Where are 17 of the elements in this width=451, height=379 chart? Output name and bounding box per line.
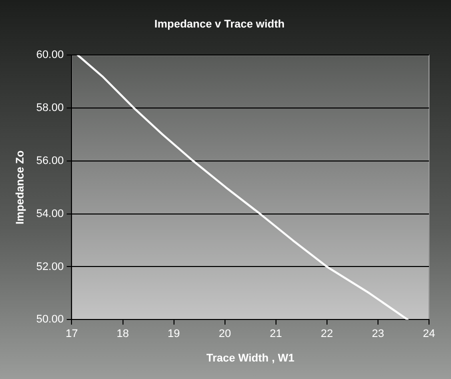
y-tick-label: 52.00 [36,260,64,273]
chart-title: Impedance v Trace width [154,18,285,31]
x-tick-label: 17 [66,328,78,340]
y-tick-label: 60.00 [36,49,64,62]
x-tick-label: 23 [372,328,384,340]
y-axis-title: Impedance Zo [14,150,27,224]
y-tick-label: 54.00 [36,208,64,220]
x-tick-label: 24 [422,328,436,340]
x-tick-label: 21 [270,328,282,340]
y-tick-label: 58.00 [36,102,64,114]
x-tick-label: 22 [320,328,334,340]
x-axis-title: Trace Width , W1 [206,352,294,364]
x-tick-label: 19 [168,328,180,340]
y-tick-label: 50.00 [36,314,64,326]
x-tick-label: 18 [116,328,129,340]
x-tick-label: 20 [218,328,231,340]
y-tick-label: 56.00 [36,154,64,167]
